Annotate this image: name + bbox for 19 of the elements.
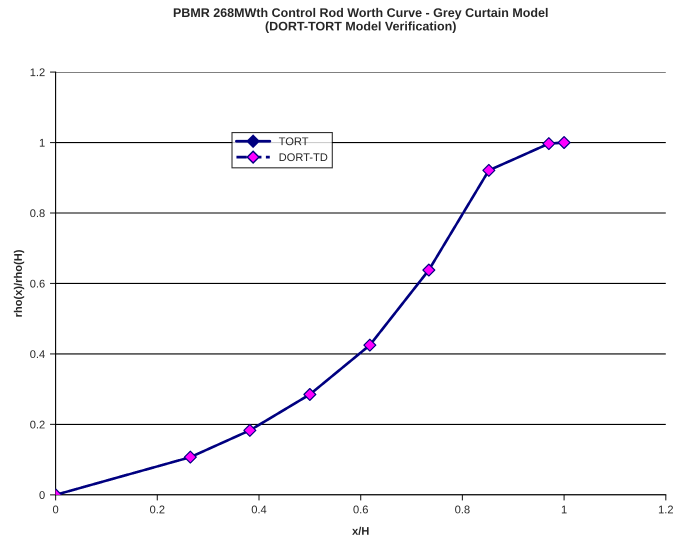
y-tick-label: 1 [40, 138, 45, 147]
x-tick-label: 0.8 [455, 506, 470, 514]
y-tick-label: 0.8 [30, 209, 45, 218]
y-tick-label: 0 [39, 491, 45, 499]
x-tick-label: 1.2 [658, 506, 673, 514]
y-tick-label: 0.2 [30, 420, 45, 429]
x-tick-label: 0 [52, 506, 58, 514]
x-tick-label: 0.2 [150, 506, 164, 514]
legend-label: DORT-TD [280, 153, 328, 162]
x-tick-label: 1 [562, 506, 567, 514]
y-axis-title: rho(x)/rho(H) [14, 250, 24, 317]
legend-label: TORT [278, 137, 308, 146]
y-tick-label: 0.6 [30, 280, 45, 288]
x-tick-label: 0.4 [252, 506, 266, 514]
y-tick-label: 1.2 [30, 68, 45, 76]
x-tick-label: 0.6 [353, 506, 368, 514]
y-tick-label: 0.4 [30, 350, 45, 358]
chart-title: PBMR 268MWth Control Rod Worth Curve - Grey Curtain Model (DORT-TORT Model Verification) [174, 8, 548, 34]
x-axis-title: x/H [352, 526, 369, 536]
